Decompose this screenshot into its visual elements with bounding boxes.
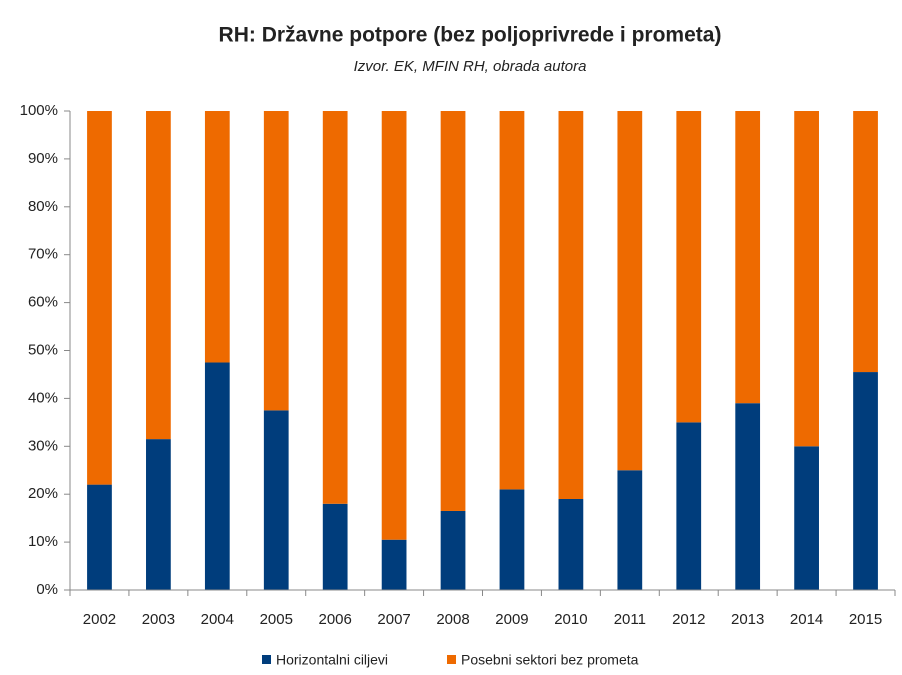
x-tick-label: 2006: [318, 611, 351, 628]
bar-segment: [617, 111, 643, 471]
bar-segment: [322, 111, 348, 504]
bar-segment: [558, 498, 584, 590]
legend-swatch: [447, 655, 456, 664]
bar-segment: [381, 111, 407, 540]
chart-subtitle: Izvor. EK, MFIN RH, obrada autora: [354, 58, 587, 75]
x-tick-label: 2011: [614, 611, 646, 628]
bar-segment: [381, 539, 407, 590]
bar-segment: [204, 362, 230, 590]
bar-segment: [440, 510, 466, 590]
y-tick-label: 80%: [28, 198, 58, 215]
bar-segment: [617, 470, 643, 590]
y-tick-label: 90%: [28, 150, 58, 167]
legend-swatch: [262, 655, 271, 664]
y-tick-label: 30%: [28, 437, 58, 454]
bar-segment: [440, 111, 466, 511]
bar-segment: [853, 111, 878, 373]
x-tick-label: 2010: [554, 611, 587, 628]
x-tick-label: 2003: [142, 611, 175, 628]
y-tick-label: 0%: [36, 581, 58, 598]
y-tick-label: 70%: [28, 246, 58, 263]
legend-label: Horizontalni ciljevi: [276, 652, 388, 668]
x-tick-label: 2007: [377, 611, 410, 628]
legend-label: Posebni sektori bez prometa: [461, 652, 639, 668]
x-tick-label: 2009: [495, 611, 528, 628]
bar-segment: [263, 410, 289, 590]
bar-segment: [676, 111, 702, 423]
bar-segment: [735, 111, 761, 404]
bar-segment: [146, 439, 171, 590]
x-tick-label: 2002: [83, 611, 116, 628]
y-tick-label: 10%: [28, 533, 58, 550]
bar-segment: [204, 111, 230, 363]
x-tick-label: 2004: [201, 611, 234, 628]
bar-segment: [263, 111, 289, 411]
bar-segment: [794, 111, 819, 447]
x-tick-label: 2014: [790, 611, 823, 628]
x-tick-label: 2005: [260, 611, 293, 628]
bar-segment: [735, 403, 761, 590]
bar-segment: [146, 111, 171, 440]
bar-segment: [794, 446, 819, 590]
bar-segment: [87, 111, 112, 485]
bar-segment: [676, 422, 702, 590]
bar-segment: [499, 111, 525, 490]
bar-segment: [558, 111, 584, 499]
bar-segment: [499, 489, 525, 590]
y-tick-label: 100%: [20, 102, 58, 119]
x-tick-label: 2008: [436, 611, 469, 628]
bar-segment: [322, 503, 348, 590]
y-tick-label: 40%: [28, 389, 58, 406]
bar-segment: [853, 372, 878, 590]
y-tick-label: 50%: [28, 341, 58, 358]
x-tick-label: 2012: [672, 611, 705, 628]
x-tick-label: 2013: [731, 611, 764, 628]
chart-title: RH: Državne potpore (bez poljoprivrede i…: [219, 24, 722, 47]
x-tick-label: 2015: [849, 611, 882, 628]
y-tick-label: 60%: [28, 294, 58, 311]
y-tick-label: 20%: [28, 485, 58, 502]
bar-segment: [87, 484, 112, 590]
